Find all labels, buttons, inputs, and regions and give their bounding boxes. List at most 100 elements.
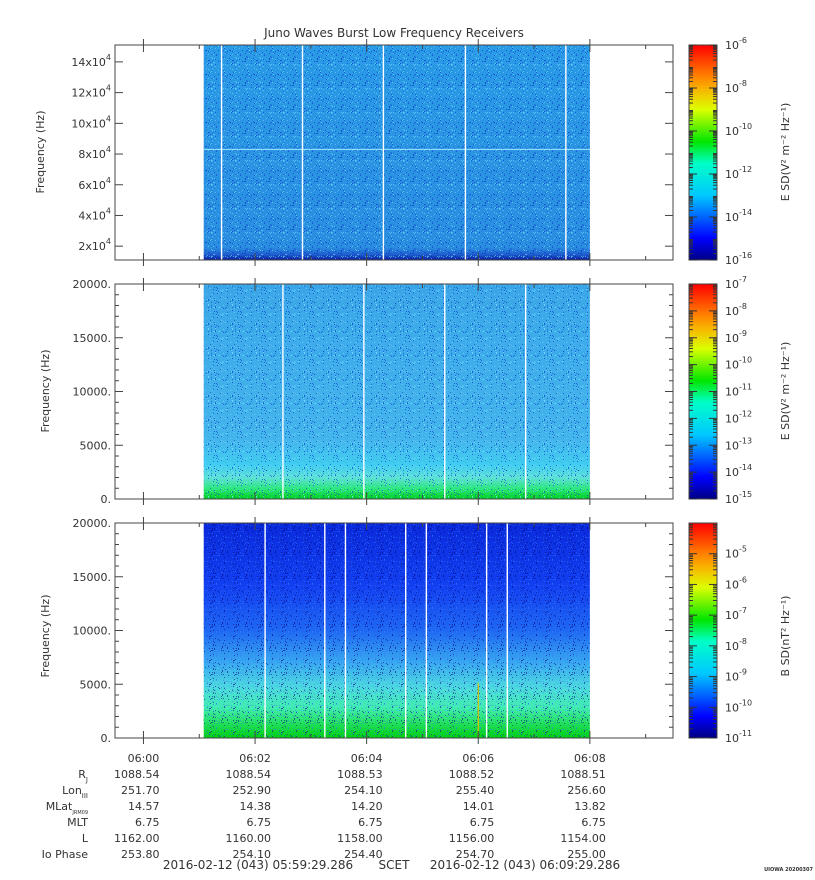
y-tick-label: 4x104 [78,206,111,222]
ephemeris-value: 252.90 [233,784,272,797]
y-tick-label: 0. [101,732,112,745]
ephemeris-value: 254.40 [344,848,383,861]
colorbar-tick-label: 10-7 [725,606,747,622]
colorbar-tick-label: 10-8 [725,637,747,653]
panel-2-colorbar-label: E SD(V² m⁻² Hz⁻¹) [779,342,792,441]
ephemeris-value: 13.82 [574,800,606,813]
panel-2-ylabel: Frequency (Hz) [39,350,52,433]
ephemeris-value: 14.38 [240,800,272,813]
y-tick-label: 15000. [73,332,112,345]
colorbar-tick-label: 10-16 [725,251,752,267]
time-axis: 06:00 06:02 06:04 06:06 06:08 [128,752,606,765]
ephemeris-value: 1156.00 [449,832,495,845]
panel-3-axes: 0. 5000. 10000. 15000. 20000. [73,517,674,745]
colorbar-tick-label: 10-7 [725,275,747,291]
ephemeris-table: RJ 1088.54 1088.54 1088.53 1088.52 1088.51 Lon… [42,768,606,861]
panel-1: 2x104 4x104 6x104 8x104 10x104 12x104 14x104 F… [34,36,792,267]
ephemeris-value: 1088.54 [226,768,272,781]
ephemeris-value: 254.70 [456,848,495,861]
time-tick-label: 06:02 [239,752,271,765]
ephemeris-value: 6.75 [358,816,383,829]
ephemeris-value: 251.70 [121,784,160,797]
colorbar-tick-label: 10-6 [725,575,747,591]
ephemeris-value: 1162.00 [114,832,160,845]
colorbar-tick-label: 10-11 [725,383,752,399]
panel-1-colorbar: 10-6 10-8 10-10 10-12 10-14 10-16 [688,36,752,267]
panel-1-colorbar-label: E SD(V² m⁻² Hz⁻¹) [779,103,792,202]
ephemeris-value: 1088.54 [114,768,160,781]
ephemeris-row-label: RJ [78,768,88,784]
y-tick-label: 0. [101,493,112,506]
colorbar-tick-label: 10-11 [725,729,752,745]
panel-1-spectrogram [203,45,590,260]
ephemeris-value: 14.57 [128,800,160,813]
ephemeris-value: 254.10 [344,784,383,797]
footer-start-time: 2016-02-12 (043) 05:59:29.286 [163,858,353,872]
y-tick-label: 14x104 [71,53,111,69]
ephemeris-value: 1088.52 [449,768,495,781]
time-tick-label: 06:06 [462,752,494,765]
y-tick-label: 10000. [73,386,112,399]
y-tick-label: 8x104 [78,145,111,161]
panel-3-ylabel: Frequency (Hz) [39,595,52,678]
spectrogram-noise [203,45,590,260]
footer-scet-label: SCET [379,858,411,872]
ephemeris-row-label: L [82,832,89,845]
colorbar-tick-label: 10-6 [725,36,747,52]
colorbar-scale [688,44,718,261]
spectrogram-noise [203,523,590,738]
colorbar-tick-label: 10-8 [725,79,747,95]
ephemeris-row-label: LonIII [62,784,88,800]
time-tick-label: 06:04 [351,752,383,765]
y-tick-label: 10000. [73,625,112,638]
y-tick-label: 15000. [73,571,112,584]
y-tick-label: 12x104 [71,84,111,100]
ephemeris-value: 1088.53 [337,768,383,781]
panel-3-colorbar: 10-5 10-6 10-7 10-8 10-9 10-10 10-11 [688,522,752,745]
colorbar-tick-label: 10-9 [725,668,747,684]
y-tick-label: 6x104 [78,176,111,192]
colorbar-scale [688,522,718,739]
ephemeris-row-label: MLT [67,816,88,829]
ephemeris-value: 254.10 [233,848,272,861]
ephemeris-value: 6.75 [581,816,606,829]
ephemeris-value: 256.60 [567,784,606,797]
ephemeris-value: 1154.00 [560,832,606,845]
ephemeris-row-label: Io Phase [42,848,89,861]
ephemeris-value: 14.01 [463,800,495,813]
ephemeris-value: 6.75 [247,816,272,829]
panel-2-axes: 0. 5000. 10000. 15000. 20000. [73,278,674,506]
colorbar-tick-label: 10-9 [725,329,747,345]
y-tick-label: 2x104 [78,237,111,253]
footer-end-time: 2016-02-12 (043) 06:09:29.286 [430,858,620,872]
colorbar-tick-label: 10-10 [725,122,752,138]
colorbar-tick-label: 10-10 [725,356,752,372]
ephemeris-value: 6.75 [470,816,495,829]
colorbar-tick-label: 10-14 [725,208,752,224]
ephemeris-value: 1088.51 [560,768,606,781]
time-tick-label: 06:08 [574,752,606,765]
colorbar-tick-label: 10-8 [725,302,747,318]
panel-3-colorbar-label: B SD(nT² Hz⁻¹) [779,596,792,677]
y-tick-label: 20000. [73,517,112,530]
panel-3: 0. 5000. 10000. 15000. 20000. Frequency (Hz)… [39,517,792,745]
panel-2: 0. 5000. 10000. 15000. 20000. Frequency (Hz)… [39,275,792,506]
credit-stamp: UIOWA 20200307 [764,867,813,873]
ephemeris-value: 255.40 [456,784,495,797]
time-tick-label: 06:00 [128,752,160,765]
ephemeris-value: 6.75 [135,816,160,829]
colorbar-tick-label: 10-14 [725,463,752,479]
panel-2-colorbar: 10-7 10-8 10-9 10-10 10-11 10-12 10-13 10-14 10-… [688,275,752,506]
ephemeris-row-label: MLatJRM09 [46,800,88,816]
y-tick-label: 10x104 [71,114,111,130]
panel-1-axes: 2x104 4x104 6x104 8x104 10x104 12x104 14x104 [71,39,674,266]
ephemeris-value: 1160.00 [226,832,272,845]
colorbar-tick-label: 10-13 [725,436,752,452]
colorbar-tick-label: 10-12 [725,165,752,181]
panel-3-spectrogram [203,523,590,738]
colorbar-tick-label: 10-5 [725,545,747,561]
colorbar-tick-label: 10-12 [725,409,752,425]
panel-2-spectrogram [203,284,590,499]
ephemeris-value: 253.80 [121,848,160,861]
